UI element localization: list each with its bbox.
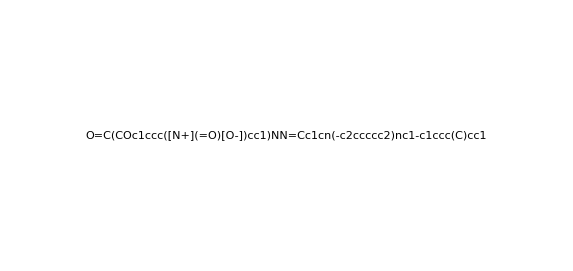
Text: O=C(COc1ccc([N+](=O)[O-])cc1)NN=Cc1cn(-c2ccccc2)nc1-c1ccc(C)cc1: O=C(COc1ccc([N+](=O)[O-])cc1)NN=Cc1cn(-c… (86, 131, 487, 140)
